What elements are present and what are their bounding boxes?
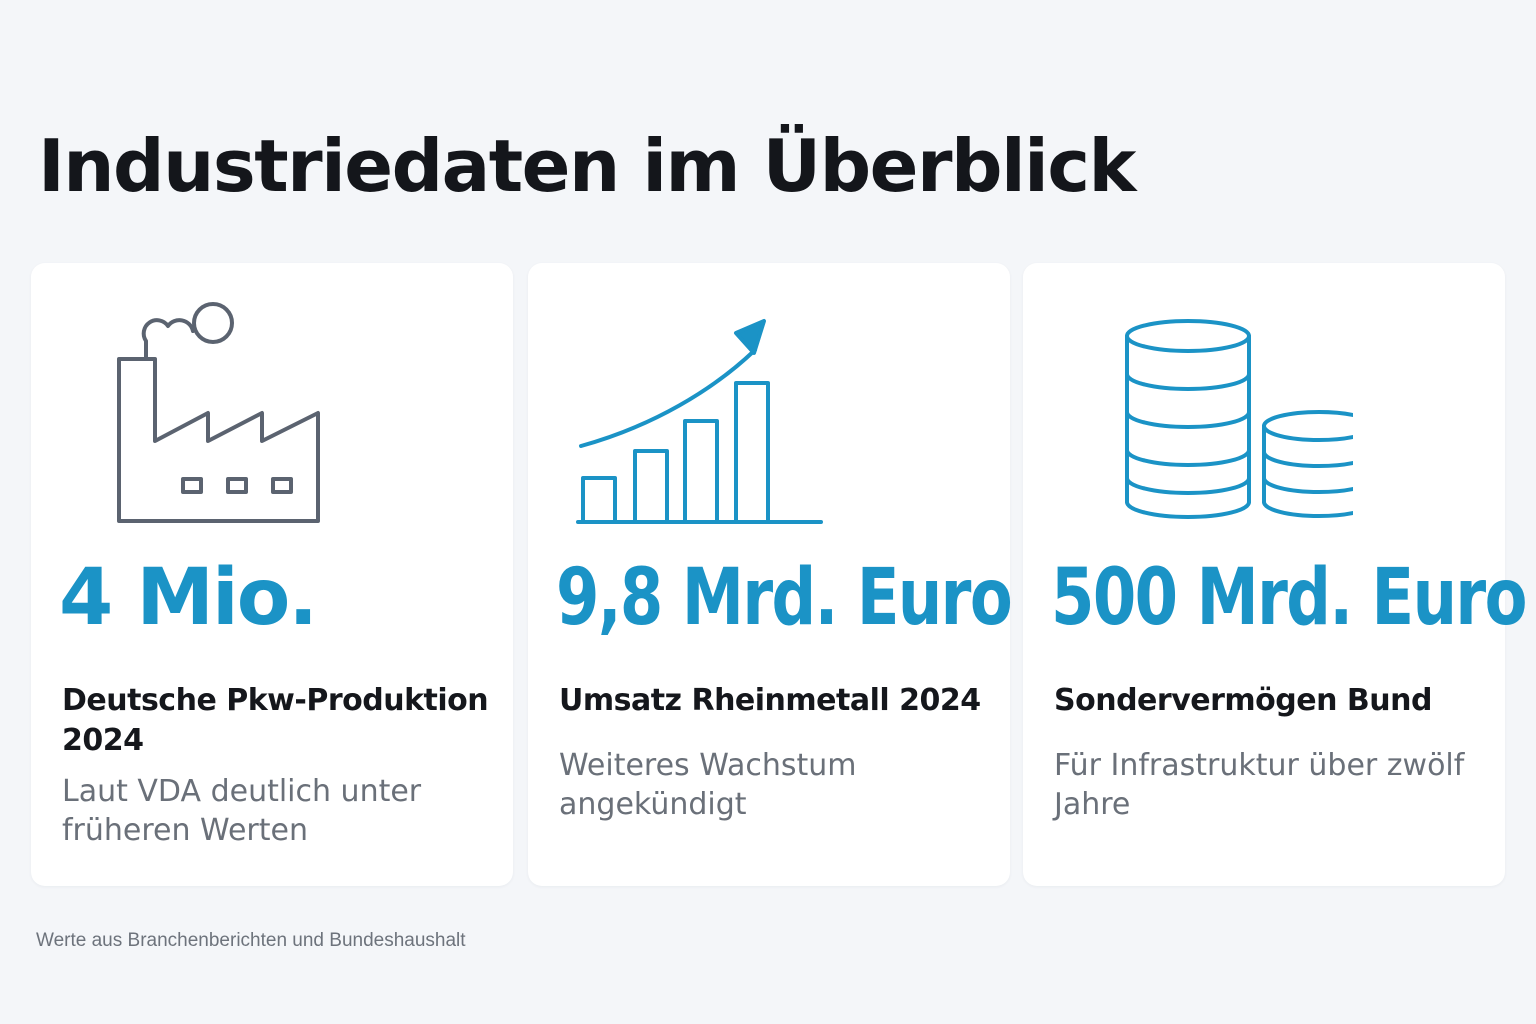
stat-card-car-production: 4 Mio. Deutsche Pkw-Produktion 2024 Laut… <box>31 263 513 886</box>
stat-card-rheinmetall-revenue: 9,8 Mrd. Euro Umsatz Rheinmetall 2024 We… <box>528 263 1013 886</box>
stat-description: Weiteres Wachstum angekündigt <box>559 748 857 822</box>
stat-label: Umsatz Rheinmetall 2024 <box>559 683 981 718</box>
stat-label: Sondervermögen Bund <box>1054 683 1432 718</box>
factory-icon <box>117 302 320 523</box>
stat-value: 9,8 Mrd. Euro <box>556 553 1013 643</box>
stat-card-special-fund: 500 Mrd. Euro Sondervermögen Bund Für In… <box>1023 263 1527 886</box>
stat-label: Deutsche Pkw-Produktion 2024 <box>62 683 489 758</box>
growth-chart-icon <box>576 319 823 524</box>
page-title: Industriedaten im Überblick <box>38 124 1136 208</box>
source-note: Werte aus Branchenberichten und Bundesha… <box>36 930 466 951</box>
stat-cards: 4 Mio. Deutsche Pkw-Produktion 2024 Laut… <box>31 263 1527 886</box>
stat-description: Laut VDA deutlich unter früheren Werten <box>62 774 422 848</box>
stat-value: 4 Mio. <box>59 553 318 643</box>
stat-description: Für Infrastruktur über zwölf Jahre <box>1054 748 1465 822</box>
coin-stacks-icon <box>1125 319 1353 519</box>
stat-value: 500 Mrd. Euro <box>1051 553 1527 643</box>
